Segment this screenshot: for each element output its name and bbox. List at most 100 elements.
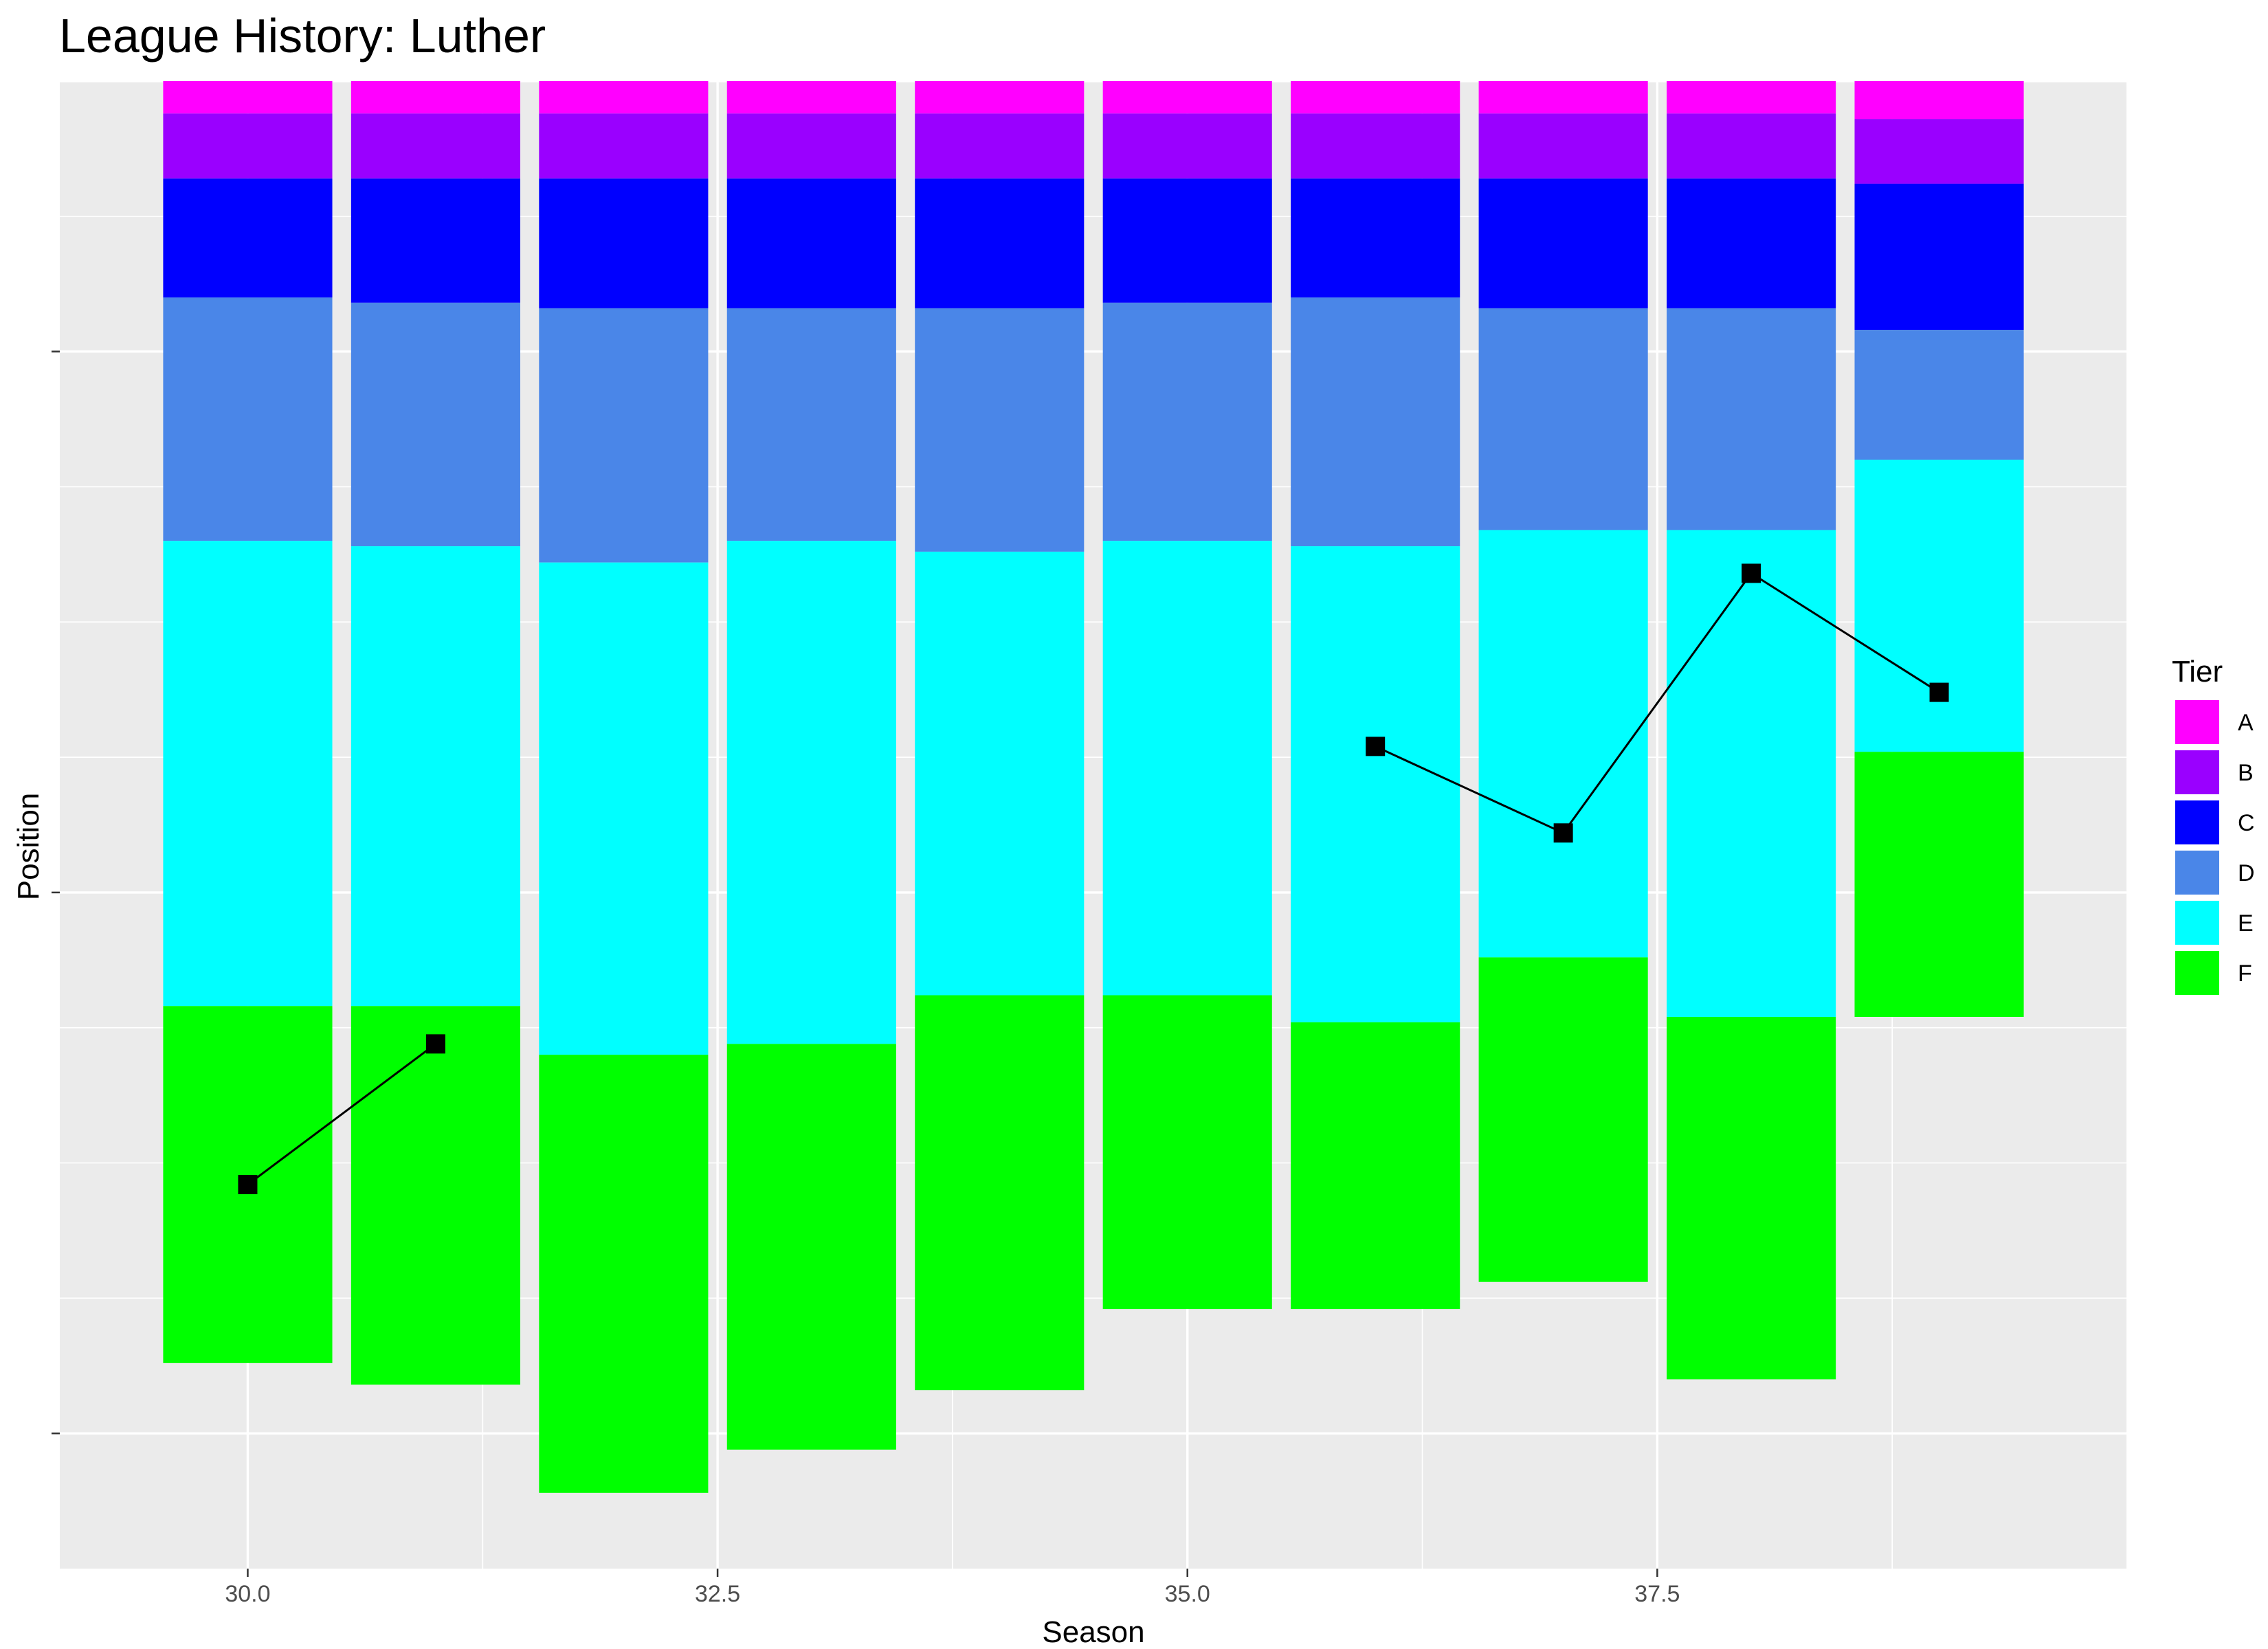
position-marker <box>1366 737 1386 756</box>
bar-segment-e <box>163 541 333 1007</box>
bar-segment-d <box>1854 330 2024 460</box>
bar-segment-c <box>1478 178 1648 309</box>
legend-label-b: B <box>2238 760 2254 786</box>
legend-swatch-a <box>2175 700 2219 744</box>
position-marker <box>425 1034 445 1054</box>
position-line-segment <box>1375 572 1940 835</box>
bars <box>163 81 2024 1493</box>
chart-title: League History: Luther <box>59 9 546 63</box>
bar-season-39 <box>1854 81 2024 1017</box>
bar-segment-b <box>1291 113 1460 179</box>
legend-label-d: D <box>2238 860 2255 886</box>
bar-segment-c <box>351 178 520 303</box>
bar-segment-d <box>1478 308 1648 530</box>
bar-segment-e <box>1478 530 1648 958</box>
legend-label-e: E <box>2238 910 2254 936</box>
bar-segment-a <box>1667 81 1836 114</box>
x-axis: 30.0 32.5 35.0 37.5 <box>225 1569 1680 1607</box>
bar-segment-b <box>1102 113 1272 179</box>
bar-segment-b <box>1478 113 1648 179</box>
position-marker <box>1929 682 1949 702</box>
bar-segment-c <box>915 178 1085 309</box>
y-axis-title: Position <box>12 793 45 901</box>
bar-segment-f <box>1291 1022 1460 1310</box>
bar-segment-f <box>915 995 1085 1391</box>
bar-segment-f <box>1667 1016 1836 1380</box>
bar-segment-c <box>726 178 896 309</box>
bar-segment-a <box>351 81 520 114</box>
position-marker <box>1742 563 1761 583</box>
legend-swatch-b <box>2175 750 2219 794</box>
legend-title: Tier <box>2172 655 2223 688</box>
bar-segment-e <box>539 562 709 1055</box>
x-axis-title: Season <box>1042 1615 1144 1649</box>
bar-segment-a <box>163 81 333 114</box>
bar-segment-c <box>1854 183 2024 330</box>
bar-segment-e <box>1291 546 1460 1022</box>
bar-segment-f <box>1102 995 1272 1310</box>
position-line <box>238 563 1949 1195</box>
bar-segment-d <box>726 308 896 541</box>
bar-segment-b <box>726 113 896 179</box>
legend-swatch-d <box>2175 851 2219 895</box>
x-tick-label: 30.0 <box>225 1581 270 1607</box>
bar-segment-b <box>1854 119 2024 184</box>
bar-segment-d <box>163 297 333 541</box>
bar-segment-d <box>1667 308 1836 530</box>
bar-segment-f <box>351 1006 520 1385</box>
bar-season-36 <box>1291 81 1460 1310</box>
bar-segment-c <box>1291 178 1460 298</box>
bar-segment-b <box>539 113 709 179</box>
bar-season-30 <box>163 81 333 1363</box>
bar-season-33 <box>726 81 896 1450</box>
bar-segment-c <box>1102 178 1272 303</box>
bar-segment-e <box>351 546 520 1007</box>
bar-segment-f <box>726 1044 896 1450</box>
legend-swatch-e <box>2175 901 2219 945</box>
bar-season-31 <box>351 81 520 1385</box>
position-marker <box>1553 823 1573 843</box>
legend-label-c: C <box>2238 810 2255 836</box>
bar-segment-a <box>915 81 1085 114</box>
bar-segment-d <box>1291 297 1460 547</box>
y-axis <box>52 350 60 1435</box>
bar-segment-a <box>726 81 896 114</box>
bar-segment-a <box>1854 81 2024 120</box>
x-tick-label: 32.5 <box>695 1581 740 1607</box>
bar-segment-b <box>163 113 333 179</box>
position-marker <box>238 1175 258 1195</box>
bar-segment-a <box>1102 81 1272 114</box>
bar-segment-e <box>1102 541 1272 996</box>
bar-segment-b <box>351 113 520 179</box>
bar-segment-d <box>1102 302 1272 541</box>
bar-segment-a <box>1291 81 1460 114</box>
bar-segment-a <box>1478 81 1648 114</box>
bar-segment-b <box>1667 113 1836 179</box>
bar-season-34 <box>915 81 1085 1391</box>
legend-swatch-f <box>2175 951 2219 995</box>
bar-segment-f <box>1854 752 2024 1017</box>
bar-segment-e <box>1854 460 2024 752</box>
bar-segment-d <box>915 308 1085 552</box>
bar-segment-c <box>539 178 709 309</box>
bar-segment-e <box>915 551 1085 996</box>
bar-segment-e <box>726 541 896 1044</box>
bar-segment-d <box>539 308 709 563</box>
bar-segment-f <box>1478 957 1648 1282</box>
x-tick-label: 37.5 <box>1634 1581 1680 1607</box>
bar-segment-d <box>351 302 520 547</box>
bar-segment-a <box>539 81 709 114</box>
bar-season-38 <box>1667 81 1836 1380</box>
bar-season-32 <box>539 81 709 1493</box>
bar-season-37 <box>1478 81 1648 1282</box>
position-line-segment <box>247 1043 436 1186</box>
legend-swatch-c <box>2175 800 2219 844</box>
legend-label-f: F <box>2238 961 2252 987</box>
bar-segment-c <box>1667 178 1836 309</box>
bar-segment-b <box>915 113 1085 179</box>
bar-segment-e <box>1667 530 1836 1017</box>
legend-label-a: A <box>2238 710 2254 736</box>
x-tick-label: 35.0 <box>1165 1581 1210 1607</box>
